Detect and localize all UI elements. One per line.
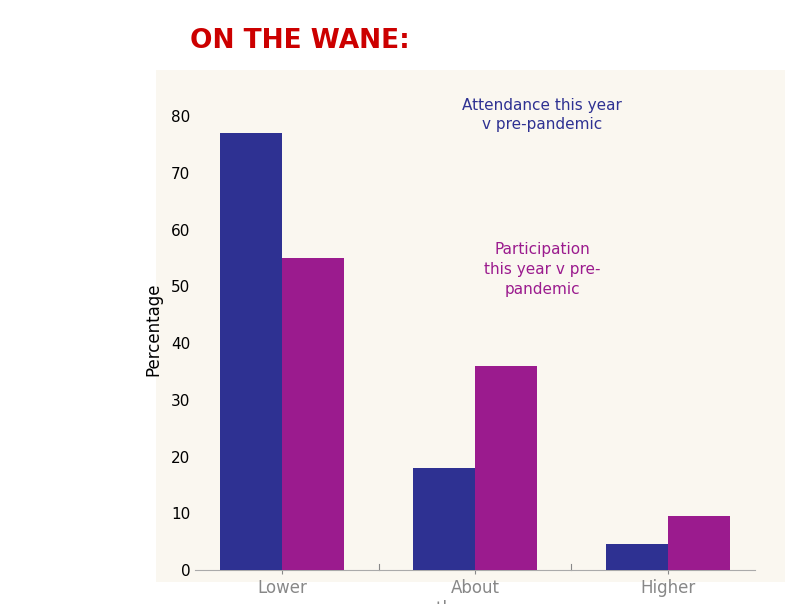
Text: Participation
this year v pre-
pandemic: Participation this year v pre- pandemic [484, 242, 601, 297]
Text: ON THE WANE:: ON THE WANE: [190, 28, 419, 54]
Bar [413, 468, 475, 570]
Y-axis label: Percentage: Percentage [144, 282, 162, 376]
Text: ENGAGEMENT: ENGAGEMENT [419, 28, 625, 54]
Bar [221, 133, 282, 570]
Text: Attendance this year
v pre-pandemic: Attendance this year v pre-pandemic [462, 98, 623, 132]
Bar [606, 544, 668, 570]
Bar [668, 516, 729, 570]
Bar [475, 366, 537, 570]
Bar [282, 258, 344, 570]
